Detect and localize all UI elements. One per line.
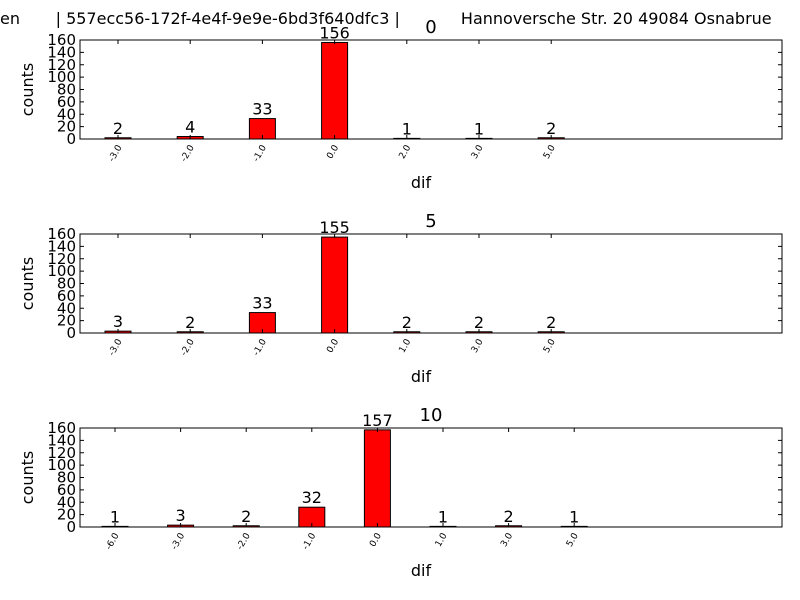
y-tick-label: 0 — [66, 324, 76, 342]
bar-value-label: 1 — [110, 507, 120, 526]
y-tick-label: 100 — [47, 262, 76, 280]
x-tick-label: 5.0 — [565, 531, 581, 549]
bar — [363, 429, 391, 528]
bar-value-label: 32 — [302, 488, 322, 507]
x-tick-label: 1.0 — [434, 531, 450, 549]
y-axis-label: counts — [18, 451, 37, 504]
bar — [321, 236, 349, 334]
x-tick-label: 3.0 — [470, 337, 486, 355]
y-tick-label: 140 — [47, 237, 76, 255]
x-tick-label: 1.0 — [398, 337, 414, 355]
y-tick-label: 120 — [47, 444, 76, 462]
y-tick-label: 0 — [66, 518, 76, 536]
header-text: en | 557ecc56-172f-4e4f-9e9e-6bd3f640dfc… — [0, 9, 772, 28]
y-axis-label: counts — [18, 257, 37, 310]
bar-value-label: 1 — [438, 507, 448, 526]
bar-value-label: 33 — [252, 100, 272, 119]
x-tick-label: -1.0 — [252, 143, 270, 163]
x-tick-label: -2.0 — [235, 531, 253, 551]
bar-value-label: 1 — [569, 507, 579, 526]
bar-value-label: 2 — [546, 313, 556, 332]
x-tick-label: -3.0 — [170, 531, 188, 551]
chart-title: 10 — [420, 405, 443, 426]
y-tick-label: 40 — [57, 105, 76, 123]
y-tick-label: 60 — [57, 481, 76, 499]
bar-value-label: 155 — [319, 218, 350, 237]
y-tick-label: 40 — [57, 493, 76, 511]
bar-value-label: 156 — [319, 23, 350, 42]
bar-value-label: 3 — [113, 312, 123, 331]
bar-value-label: 1 — [474, 119, 484, 138]
y-tick-label: 160 — [47, 31, 76, 49]
chart-panel-2: 10020406080100120140160countsdif1-6.03-3… — [18, 405, 783, 580]
y-tick-label: 100 — [47, 68, 76, 86]
x-tick-label: -3.0 — [107, 143, 125, 163]
y-tick-label: 20 — [57, 312, 76, 330]
bar-value-label: 2 — [113, 119, 123, 138]
bar-value-label: 2 — [185, 313, 195, 332]
x-tick-label: 0.0 — [325, 337, 341, 355]
x-tick-label: 0.0 — [325, 143, 341, 161]
y-tick-label: 120 — [47, 250, 76, 268]
bar-value-label: 2 — [474, 313, 484, 332]
x-tick-label: -2.0 — [179, 337, 197, 357]
x-tick-label: 0.0 — [368, 531, 384, 549]
bar-value-label: 2 — [504, 507, 514, 526]
y-tick-label: 160 — [47, 419, 76, 437]
y-tick-label: 80 — [57, 469, 76, 487]
bar-value-label: 2 — [241, 507, 251, 526]
bar-value-label: 33 — [252, 294, 272, 313]
bar-value-label: 3 — [176, 506, 186, 525]
y-tick-label: 120 — [47, 56, 76, 74]
y-tick-label: 80 — [57, 275, 76, 293]
chart-title: 5 — [425, 211, 436, 232]
bar-value-label: 2 — [546, 119, 556, 138]
bar-value-label: 157 — [362, 411, 393, 430]
y-tick-label: 20 — [57, 506, 76, 524]
y-tick-label: 60 — [57, 93, 76, 111]
bar-value-label: 1 — [402, 119, 412, 138]
x-tick-label: -2.0 — [179, 143, 197, 163]
x-axis-label: dif — [411, 173, 432, 192]
y-tick-label: 140 — [47, 431, 76, 449]
bar-value-label: 2 — [402, 313, 412, 332]
x-tick-label: 2.0 — [398, 143, 414, 161]
chart-title: 0 — [425, 17, 436, 38]
bar-value-label: 4 — [185, 118, 195, 137]
x-tick-label: -6.0 — [104, 531, 122, 551]
charts: 0020406080100120140160countsdif2-3.04-2.… — [18, 17, 783, 580]
x-tick-label: -3.0 — [107, 337, 125, 357]
y-tick-label: 0 — [66, 130, 76, 148]
x-tick-label: -1.0 — [301, 531, 319, 551]
y-tick-label: 20 — [57, 118, 76, 136]
y-tick-label: 160 — [47, 225, 76, 243]
x-tick-label: 3.0 — [470, 143, 486, 161]
y-tick-label: 140 — [47, 43, 76, 61]
x-tick-label: 5.0 — [542, 337, 558, 355]
x-tick-label: -1.0 — [252, 337, 270, 357]
y-tick-label: 60 — [57, 287, 76, 305]
x-axis-label: dif — [411, 367, 432, 386]
chart-panel-0: 0020406080100120140160countsdif2-3.04-2.… — [18, 17, 783, 192]
y-axis-label: counts — [18, 63, 37, 116]
y-tick-label: 40 — [57, 299, 76, 317]
x-tick-label: 3.0 — [499, 531, 515, 549]
y-tick-label: 100 — [47, 456, 76, 474]
y-tick-label: 80 — [57, 81, 76, 99]
x-axis-label: dif — [411, 561, 432, 580]
x-tick-label: 5.0 — [542, 143, 558, 161]
bar — [321, 41, 349, 140]
